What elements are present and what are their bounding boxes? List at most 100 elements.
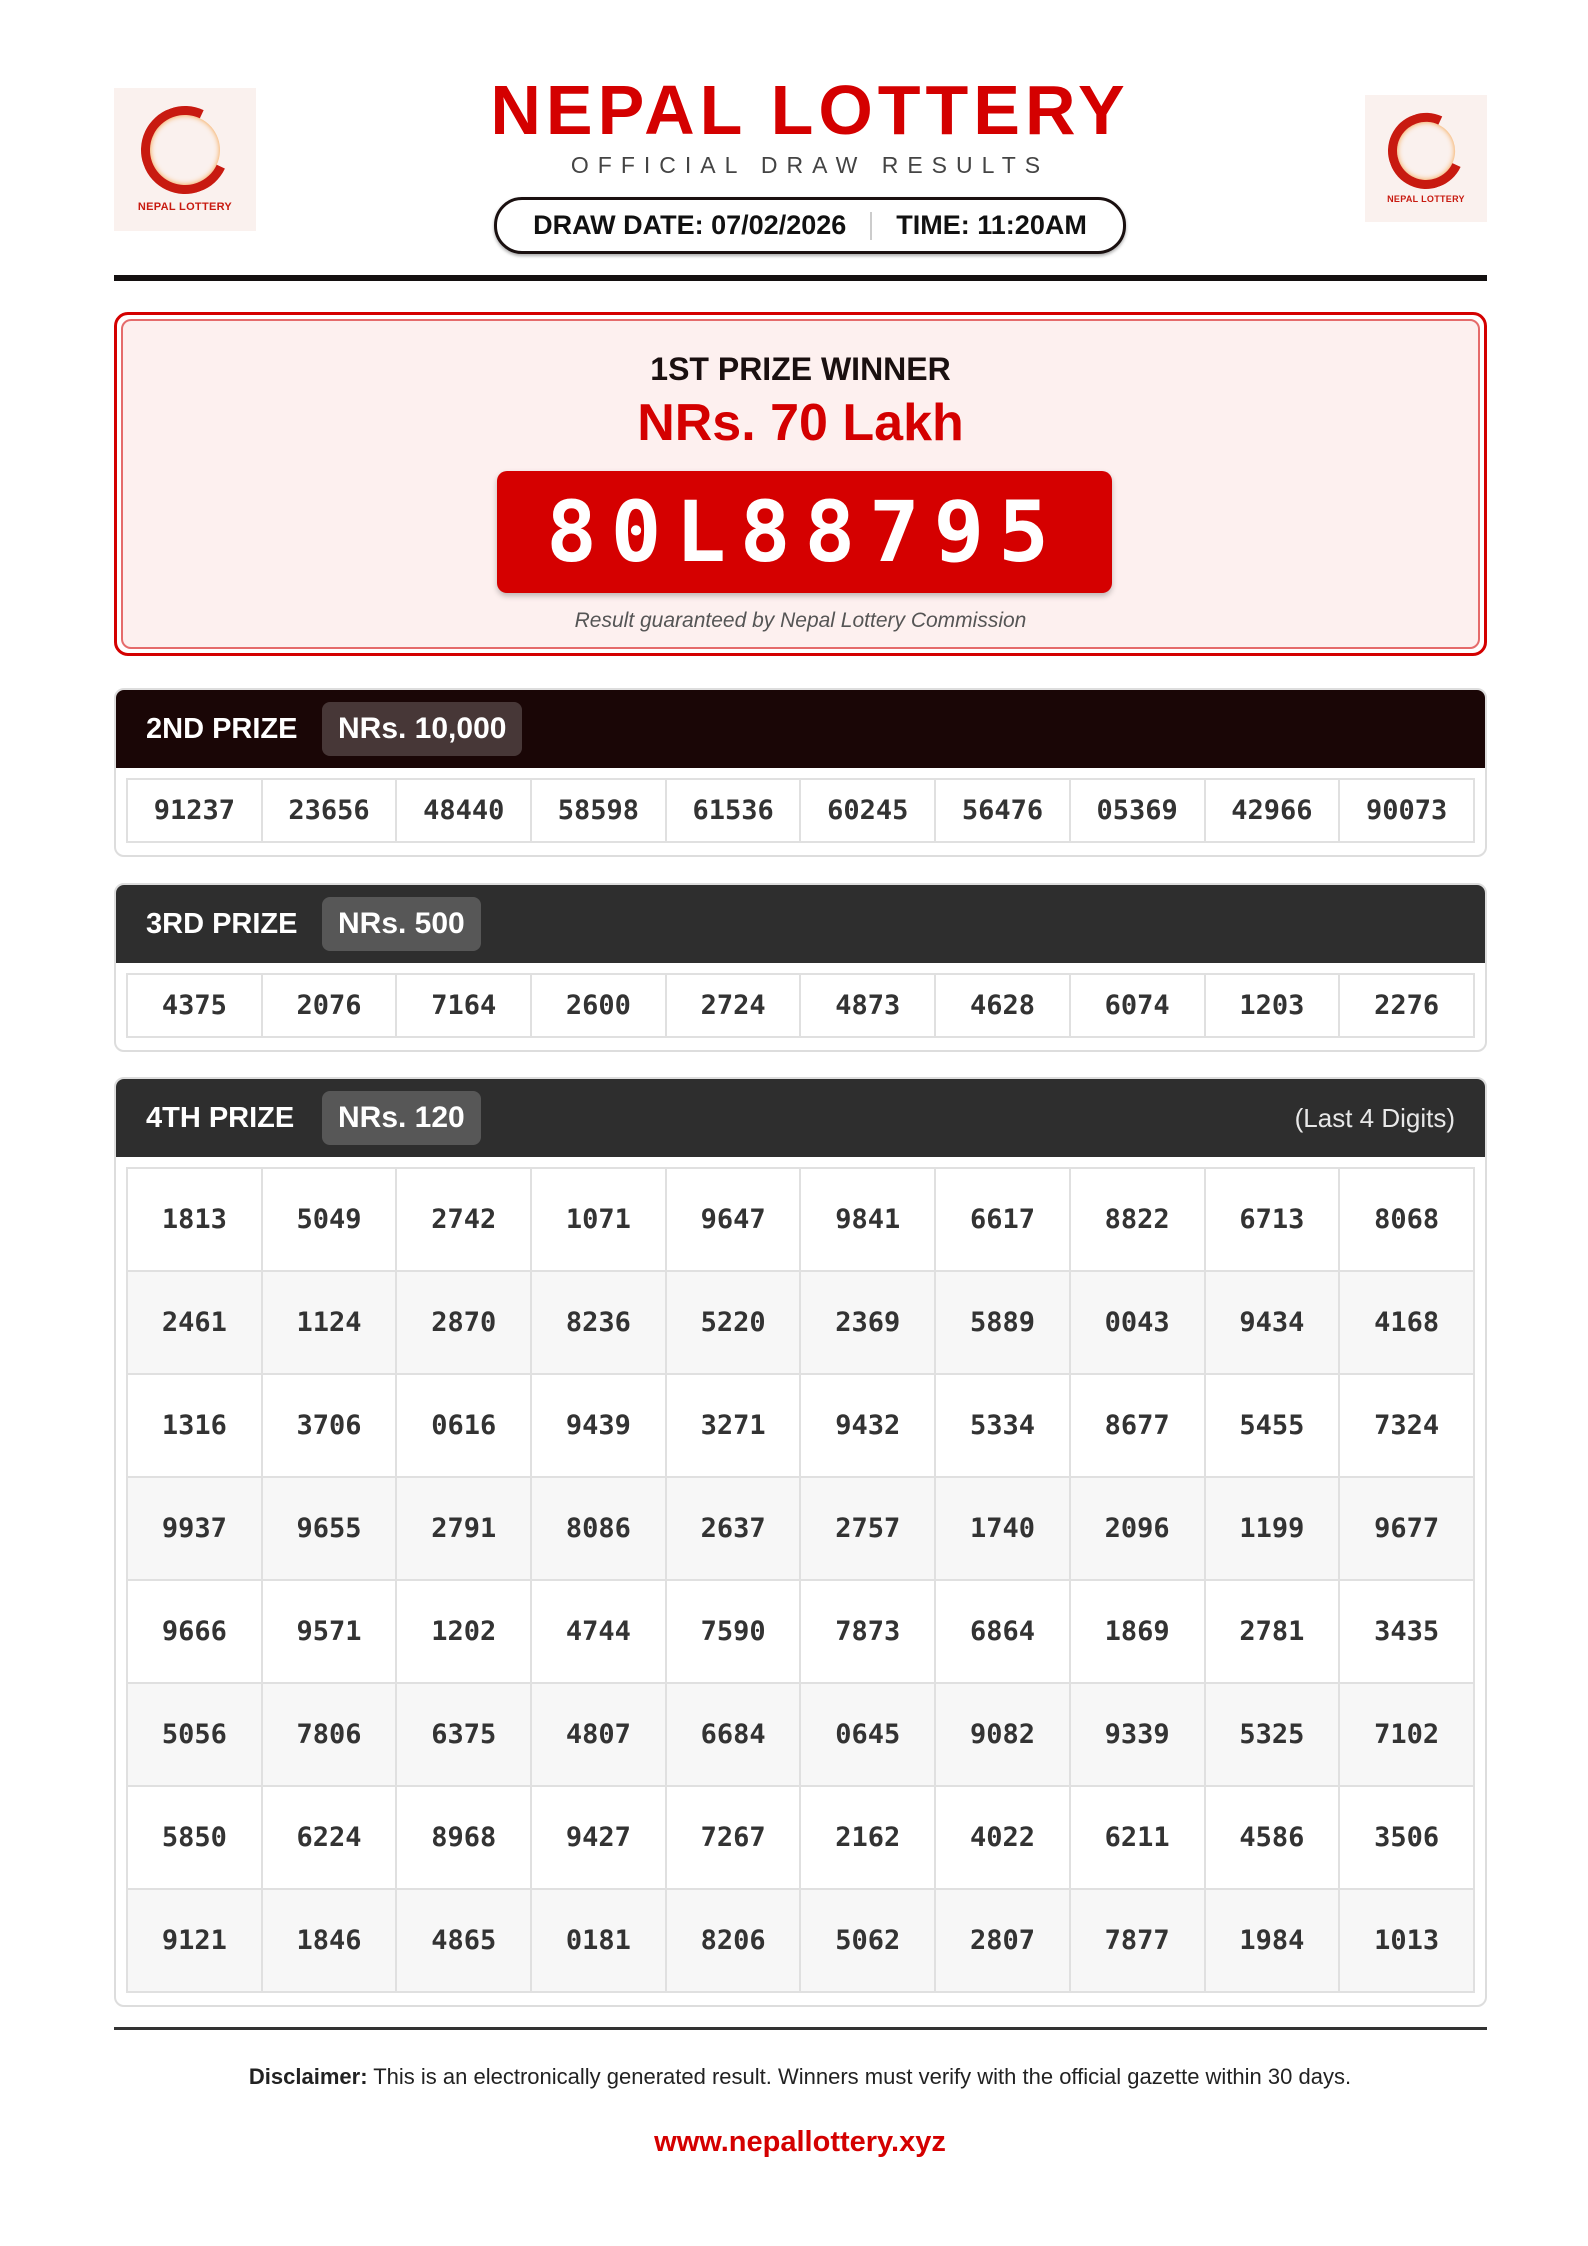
winning-number: 1316	[126, 1373, 263, 1478]
winning-number: 42966	[1203, 778, 1341, 843]
logo-text: NEPAL LOTTERY	[1387, 194, 1465, 205]
winning-number: 2162	[799, 1785, 937, 1890]
winning-number: 48440	[395, 778, 533, 843]
prize-label: 4TH PRIZE	[146, 1101, 295, 1134]
winning-number: 7590	[664, 1579, 802, 1684]
winning-number: 4744	[530, 1579, 667, 1684]
first-prize-number: 80L88795	[497, 471, 1112, 593]
winning-number: 60245	[799, 778, 937, 843]
number-row: 1813 5049 2742 1071 9647 9841 6617 8822 6713 8068	[126, 1167, 1475, 1272]
winning-number: 5334	[934, 1373, 1071, 1478]
winning-number: 4628	[934, 973, 1071, 1038]
winning-number: 9647	[664, 1167, 802, 1272]
first-prize-amount: NRs. 70 Lakh	[637, 394, 964, 452]
winning-number: 4807	[530, 1682, 667, 1787]
divider	[870, 211, 873, 240]
number-row: 91237 23656 48440 58598 61536 60245 56476 05369…	[126, 778, 1475, 843]
winning-number: 2276	[1338, 973, 1475, 1038]
winning-number: 8206	[664, 1888, 802, 1993]
winning-number: 9121	[126, 1888, 263, 1993]
prize-amount-badge: NRs. 500	[322, 897, 481, 951]
winning-number: 7324	[1338, 1373, 1475, 1478]
third-prize-card: 3RD PRIZE NRs. 500 4375 2076 7164 2600 2724 4…	[114, 883, 1487, 1052]
winning-number: 6864	[934, 1579, 1071, 1684]
winning-number: 2807	[934, 1888, 1071, 1993]
winning-number: 5850	[126, 1785, 263, 1890]
winning-number: 9655	[260, 1476, 398, 1581]
prize-label: 3RD PRIZE	[146, 907, 298, 940]
winning-number: 5455	[1203, 1373, 1341, 1478]
winning-number: 9427	[530, 1785, 667, 1890]
winning-number: 6617	[934, 1167, 1071, 1272]
winning-number: 0043	[1068, 1270, 1206, 1375]
winning-number: 1124	[260, 1270, 398, 1375]
disclaimer-label: Disclaimer:	[248, 2064, 368, 2089]
winning-number: 2742	[395, 1167, 533, 1272]
winning-number: 2637	[664, 1476, 802, 1581]
winning-number: 7267	[664, 1785, 802, 1890]
winning-number: 3435	[1338, 1579, 1475, 1684]
page-subtitle: OFFICIAL DRAW RESULTS	[570, 152, 1050, 178]
winning-number: 9439	[530, 1373, 667, 1478]
winning-number: 8086	[530, 1476, 667, 1581]
winning-number: 9677	[1338, 1476, 1475, 1581]
winning-number: 7806	[260, 1682, 398, 1787]
winning-number: 9339	[1068, 1682, 1206, 1787]
winning-number: 9432	[799, 1373, 937, 1478]
winning-number: 90073	[1338, 778, 1475, 843]
winning-number: 4873	[799, 973, 937, 1038]
winning-number: 5325	[1203, 1682, 1341, 1787]
website-link[interactable]: www.nepallottery.xyz	[654, 2126, 946, 2158]
winning-number: 9571	[260, 1579, 398, 1684]
header-divider	[114, 275, 1487, 281]
winning-number: 0616	[395, 1373, 533, 1478]
prize-amount-badge: NRs. 120	[322, 1091, 481, 1145]
winning-number: 8822	[1068, 1167, 1206, 1272]
winning-number: 2600	[530, 973, 667, 1038]
prize-label: 2ND PRIZE	[146, 712, 298, 745]
winning-number: 1199	[1203, 1476, 1341, 1581]
number-row: 5056 7806 6375 4807 6684 0645 9082 9339 5325 7102	[126, 1682, 1475, 1787]
winning-number: 4022	[934, 1785, 1071, 1890]
winning-number: 05369	[1068, 778, 1206, 843]
winning-number: 1013	[1338, 1888, 1475, 1993]
number-row: 5850 6224 8968 9427 7267 2162 4022 6211 4586 3506	[126, 1785, 1475, 1890]
winning-number: 4865	[395, 1888, 533, 1993]
winning-number: 7873	[799, 1579, 937, 1684]
draw-time: TIME: 11:20AM	[896, 210, 1087, 240]
number-row: 4375 2076 7164 2600 2724 4873 4628 6074 1203 2276	[126, 973, 1475, 1038]
winning-number: 5056	[126, 1682, 263, 1787]
winning-number: 1869	[1068, 1579, 1206, 1684]
prize-amount-badge: NRs. 10,000	[322, 702, 523, 756]
last-digits-note: (Last 4 Digits)	[1294, 1102, 1455, 1133]
number-row: 2461 1124 2870 8236 5220 2369 5889 0043 9434 4168	[126, 1270, 1475, 1375]
disclaimer-text: This is an electronically generated resu…	[367, 2064, 1352, 2089]
winning-number: 56476	[934, 778, 1071, 843]
winning-number: 9666	[126, 1579, 263, 1684]
winning-number: 61536	[664, 778, 802, 843]
draw-date: DRAW DATE: 07/02/2026	[533, 210, 847, 240]
winning-number: 4168	[1338, 1270, 1475, 1375]
winning-number: 9434	[1203, 1270, 1341, 1375]
number-row: 9666 9571 1202 4744 7590 7873 6864 1869 2781 3435	[126, 1579, 1475, 1684]
winning-number: 1203	[1203, 973, 1341, 1038]
winning-number: 9937	[126, 1476, 263, 1581]
winning-number: 8677	[1068, 1373, 1206, 1478]
winning-number: 5220	[664, 1270, 802, 1375]
winning-number: 3706	[260, 1373, 398, 1478]
winning-number: 1813	[126, 1167, 263, 1272]
winning-number: 3271	[664, 1373, 802, 1478]
winning-number: 5889	[934, 1270, 1071, 1375]
winning-number: 2724	[664, 973, 802, 1038]
winning-number: 1740	[934, 1476, 1071, 1581]
winning-number: 3506	[1338, 1785, 1475, 1890]
winning-number: 6224	[260, 1785, 398, 1890]
draw-info-pill: DRAW DATE: 07/02/2026 TIME: 11:20AM	[494, 197, 1126, 254]
winning-number: 4586	[1203, 1785, 1341, 1890]
footer-divider	[114, 2027, 1487, 2030]
winning-number: 6074	[1068, 973, 1206, 1038]
winning-number: 7164	[395, 973, 533, 1038]
logo-right: NEPAL LOTTERY	[1365, 95, 1487, 222]
winning-number: 9841	[799, 1167, 937, 1272]
winning-number: 4375	[126, 973, 263, 1038]
